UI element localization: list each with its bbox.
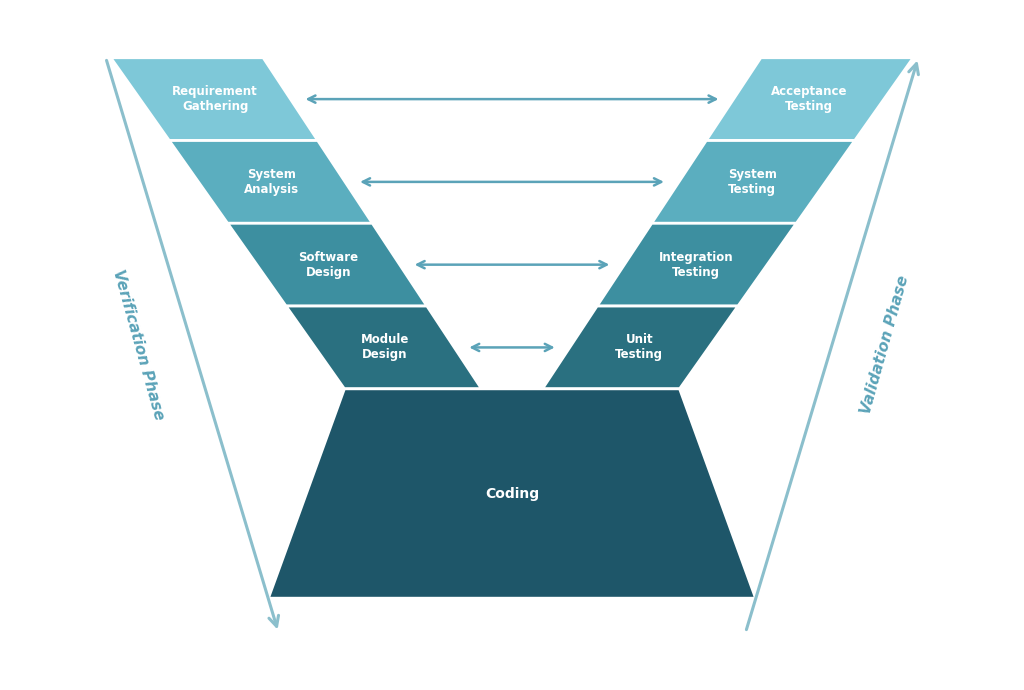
Text: System
Testing: System Testing — [728, 168, 777, 196]
Text: Coding: Coding — [485, 486, 539, 500]
Text: Unit
Testing: Unit Testing — [615, 333, 664, 362]
Polygon shape — [268, 389, 756, 598]
Text: Module
Design: Module Design — [360, 333, 409, 362]
Polygon shape — [169, 141, 373, 224]
Polygon shape — [286, 306, 481, 389]
Polygon shape — [111, 58, 317, 141]
Text: Validation Phase: Validation Phase — [859, 274, 911, 416]
Text: Verification Phase: Verification Phase — [111, 268, 167, 422]
Polygon shape — [707, 58, 913, 141]
Polygon shape — [543, 306, 738, 389]
Polygon shape — [597, 224, 797, 306]
Text: Integration
Testing: Integration Testing — [658, 250, 733, 279]
Polygon shape — [651, 141, 855, 224]
Polygon shape — [227, 224, 427, 306]
Text: System
Analysis: System Analysis — [244, 168, 299, 196]
Text: Acceptance
Testing: Acceptance Testing — [770, 85, 847, 113]
Text: Requirement
Gathering: Requirement Gathering — [172, 85, 258, 113]
Text: Software
Design: Software Design — [298, 250, 358, 279]
